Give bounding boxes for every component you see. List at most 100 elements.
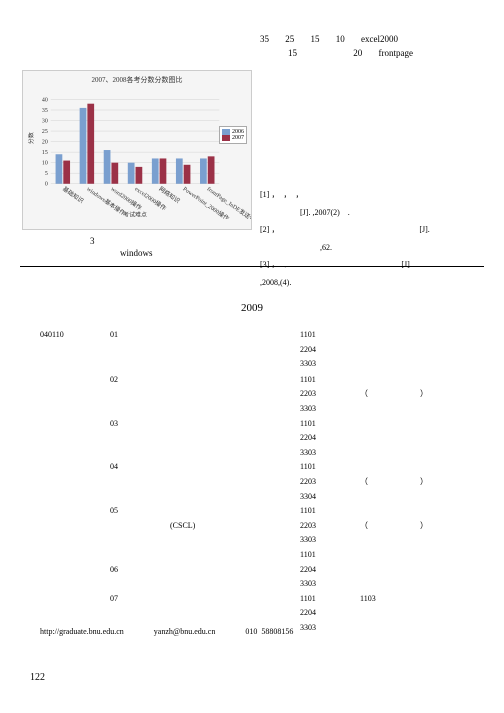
legend-label: 2007 bbox=[232, 135, 244, 141]
num: 15 bbox=[288, 48, 297, 58]
table-cell bbox=[40, 373, 110, 387]
svg-text:25: 25 bbox=[42, 129, 48, 135]
table-cell bbox=[170, 563, 300, 577]
table-cell bbox=[40, 343, 110, 357]
table-cell bbox=[170, 402, 300, 416]
table-cell: 05 bbox=[110, 504, 170, 518]
table-cell: （ bbox=[360, 519, 420, 533]
table-cell bbox=[40, 387, 110, 401]
table-cell bbox=[40, 592, 110, 606]
table-cell bbox=[170, 490, 300, 504]
table-cell bbox=[420, 563, 480, 577]
table-cell bbox=[170, 431, 300, 445]
chart-legend: 2006 2007 bbox=[219, 126, 247, 144]
legend-swatch bbox=[222, 135, 230, 141]
table-cell bbox=[40, 475, 110, 489]
table-cell bbox=[40, 577, 110, 591]
table-cell: （ bbox=[360, 475, 420, 489]
svg-text:frontPage_InDE发送金: frontPage_InDE发送金 bbox=[206, 185, 251, 219]
table-cell bbox=[360, 328, 420, 342]
table-row: 06 2204 bbox=[40, 563, 484, 577]
table-row: 2204 bbox=[40, 431, 484, 445]
table-cell: 3303 bbox=[300, 533, 360, 547]
table-cell bbox=[170, 446, 300, 460]
table-cell: 2204 bbox=[300, 431, 360, 445]
divider bbox=[20, 266, 484, 267]
table-row: 041101 bbox=[40, 460, 484, 474]
svg-text:30: 30 bbox=[42, 119, 48, 125]
table-cell bbox=[40, 548, 110, 562]
svg-text:网络知识: 网络知识 bbox=[157, 185, 181, 205]
table-cell: 3304 bbox=[300, 490, 360, 504]
table-cell: 2204 bbox=[300, 563, 360, 577]
table-row: 2203（） bbox=[40, 475, 484, 489]
references: [1] ， ， ， [J]. ,2007(2) . [2] ，[J]. ,62.… bbox=[260, 188, 484, 294]
table-cell: 2203 bbox=[300, 475, 360, 489]
table-cell: ） bbox=[420, 387, 480, 401]
table-row: 3303 bbox=[40, 533, 484, 547]
table-cell: (CSCL) bbox=[170, 519, 300, 533]
table-cell bbox=[360, 490, 420, 504]
table-cell: 2203 bbox=[300, 387, 360, 401]
table-cell bbox=[110, 431, 170, 445]
table-cell bbox=[40, 533, 110, 547]
svg-text:5: 5 bbox=[45, 171, 48, 177]
table-cell: 2204 bbox=[300, 606, 360, 620]
table-cell bbox=[420, 606, 480, 620]
table-cell bbox=[40, 460, 110, 474]
frontpage-label: frontpage bbox=[379, 48, 413, 58]
table-cell bbox=[170, 592, 300, 606]
table-cell bbox=[420, 343, 480, 357]
table-cell bbox=[170, 357, 300, 371]
table-cell bbox=[40, 504, 110, 518]
table-cell bbox=[360, 577, 420, 591]
table-cell: 3303 bbox=[300, 446, 360, 460]
chart-note: windows bbox=[120, 248, 153, 258]
table-cell: 1101 bbox=[300, 504, 360, 518]
table-cell bbox=[420, 402, 480, 416]
table-cell bbox=[360, 548, 420, 562]
table-row: 2203（） bbox=[40, 387, 484, 401]
ref-idx: [1] bbox=[260, 190, 269, 199]
chart-figure-number: 3 bbox=[90, 236, 95, 246]
table-cell bbox=[420, 490, 480, 504]
table-cell bbox=[110, 533, 170, 547]
table-cell bbox=[170, 548, 300, 562]
table-cell: 2204 bbox=[300, 343, 360, 357]
table-cell: 1101 bbox=[300, 592, 360, 606]
table-cell bbox=[420, 431, 480, 445]
table-cell bbox=[420, 504, 480, 518]
table-cell bbox=[40, 431, 110, 445]
table-cell: （ bbox=[360, 387, 420, 401]
table-cell: 03 bbox=[110, 417, 170, 431]
table-cell bbox=[40, 402, 110, 416]
ref-tag: [J]. bbox=[419, 225, 429, 234]
table-row: 05 1101 bbox=[40, 504, 484, 518]
table-cell bbox=[170, 577, 300, 591]
ref-tag: [J]. bbox=[401, 260, 411, 269]
table-cell bbox=[170, 475, 300, 489]
table-cell bbox=[110, 548, 170, 562]
table-cell bbox=[110, 490, 170, 504]
footer-email: yanzh@bnu.edu.cn bbox=[154, 627, 216, 636]
table-cell bbox=[110, 387, 170, 401]
table-cell: 02 bbox=[110, 373, 170, 387]
table-row: 031101 bbox=[40, 417, 484, 431]
table-cell bbox=[40, 357, 110, 371]
table-cell: 1101 bbox=[300, 548, 360, 562]
table-row: 040110011101 bbox=[40, 328, 484, 342]
table-row: 0711011103 bbox=[40, 592, 484, 606]
footer-contact: http://graduate.bnu.edu.cn yanzh@bnu.edu… bbox=[40, 627, 484, 636]
table-cell bbox=[360, 357, 420, 371]
table-cell: 06 bbox=[110, 563, 170, 577]
ref-tag: [J]. bbox=[300, 208, 310, 217]
table-cell bbox=[420, 328, 480, 342]
table-cell: 1103 bbox=[360, 592, 420, 606]
table-cell bbox=[40, 417, 110, 431]
table-cell: ） bbox=[420, 519, 480, 533]
table-row: (CSCL)2203（） bbox=[40, 519, 484, 533]
table-cell bbox=[170, 460, 300, 474]
table-cell bbox=[110, 577, 170, 591]
table-cell bbox=[360, 504, 420, 518]
table-cell bbox=[170, 373, 300, 387]
